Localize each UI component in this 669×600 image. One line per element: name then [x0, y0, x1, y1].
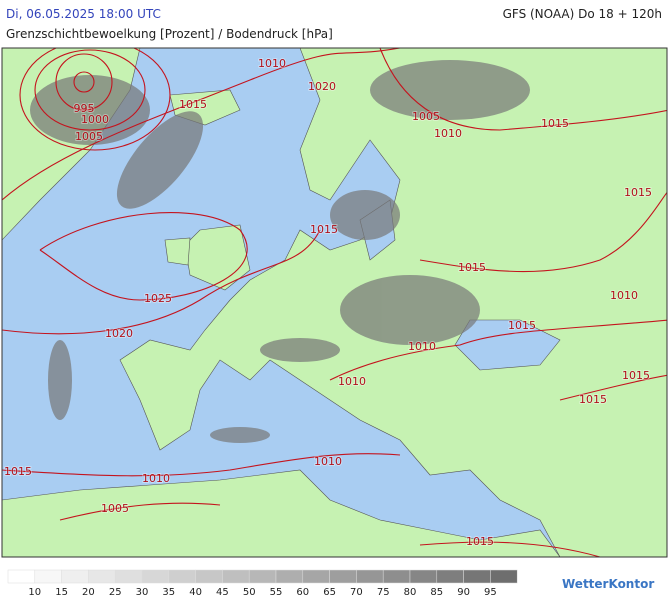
isobar-label: 1010	[142, 472, 170, 485]
color-swatch	[195, 569, 223, 584]
color-swatch	[88, 569, 116, 584]
color-swatch	[275, 569, 304, 584]
isobar-label: 1015	[466, 535, 494, 548]
colorbar-label: 95	[484, 587, 497, 598]
colorbar-label: 30	[136, 587, 149, 598]
colorbar-label: 90	[457, 587, 470, 598]
isobar-label: 1020	[308, 80, 336, 93]
isobar-label: 1015	[541, 117, 569, 130]
color-swatch	[248, 569, 277, 584]
color-swatch	[329, 569, 357, 584]
isobar-label: 1015	[458, 261, 486, 274]
colorbar-label: 85	[430, 587, 443, 598]
colorbar-label: 75	[377, 587, 390, 598]
color-swatch	[436, 569, 464, 584]
color-swatch	[302, 569, 330, 584]
colorbar-label: 35	[162, 587, 175, 598]
isobar-label: 1020	[105, 327, 133, 340]
isobar-label: 1015	[624, 186, 652, 199]
colorbar-label: 80	[404, 587, 417, 598]
colorbar-label: 10	[28, 587, 41, 598]
colorbar-label: 15	[55, 587, 68, 598]
colorbar-label: 20	[82, 587, 95, 598]
color-swatch	[222, 569, 250, 584]
map-title: Grenzschichtbewoelkung [Prozent] / Boden…	[6, 27, 333, 41]
isobar-label: 1015	[310, 223, 338, 236]
color-swatch	[490, 569, 518, 584]
timestamp: Di, 06.05.2025 18:00 UTC	[6, 7, 161, 21]
isobar-label: 1005	[101, 502, 129, 515]
color-swatch	[168, 569, 196, 584]
isobar-label: 1015	[4, 465, 32, 478]
color-swatch	[7, 569, 36, 584]
isobar-label: 1010	[258, 57, 286, 70]
color-swatch	[141, 569, 170, 584]
isobar-labels: 1010 1020 995 1015 1000 1005 1005 1010 1…	[3, 56, 653, 549]
colorbar-label: 45	[216, 587, 229, 598]
isobar-label: 1010	[434, 127, 462, 140]
colorbar-label: 60	[296, 587, 309, 598]
isobar-label: 1015	[579, 393, 607, 406]
color-swatch	[114, 569, 143, 584]
colorbar-label: 25	[109, 587, 122, 598]
colorbar-label: 40	[189, 587, 202, 598]
isobar-label: 1000	[81, 113, 109, 126]
isobar-label: 1015	[508, 319, 536, 332]
isobar-label: 1005	[75, 130, 103, 143]
map: 1010 1020 995 1015 1000 1005 1005 1010 1…	[1, 47, 668, 558]
colorbar: 10 15 20 25 30 35 40 45 50 55 60 65 70 75 80 85 90 95	[7, 569, 518, 598]
isobar-label: 1015	[179, 98, 207, 111]
isobar-label: 1010	[408, 340, 436, 353]
color-swatch	[34, 569, 62, 584]
color-swatch	[61, 569, 89, 584]
colorbar-label: 70	[350, 587, 363, 598]
colorbar-label: 65	[323, 587, 336, 598]
isobar-label: 1010	[610, 289, 638, 302]
isobar-label: 1015	[622, 369, 650, 382]
color-swatch	[409, 569, 438, 584]
isobar-label: 995	[74, 102, 95, 115]
color-swatch	[382, 569, 411, 584]
logo: WetterKontor	[562, 577, 654, 591]
colorbar-label: 55	[270, 587, 283, 598]
isobar-label: 1010	[314, 455, 342, 468]
color-swatch	[463, 569, 491, 584]
colorbar-label: 50	[243, 587, 256, 598]
isobar-label: 1025	[144, 292, 172, 305]
color-swatch	[356, 569, 384, 584]
isobar-label: 1010	[338, 375, 366, 388]
model-run: GFS (NOAA) Do 18 + 120h	[503, 7, 662, 21]
isobar-label: 1005	[412, 110, 440, 123]
